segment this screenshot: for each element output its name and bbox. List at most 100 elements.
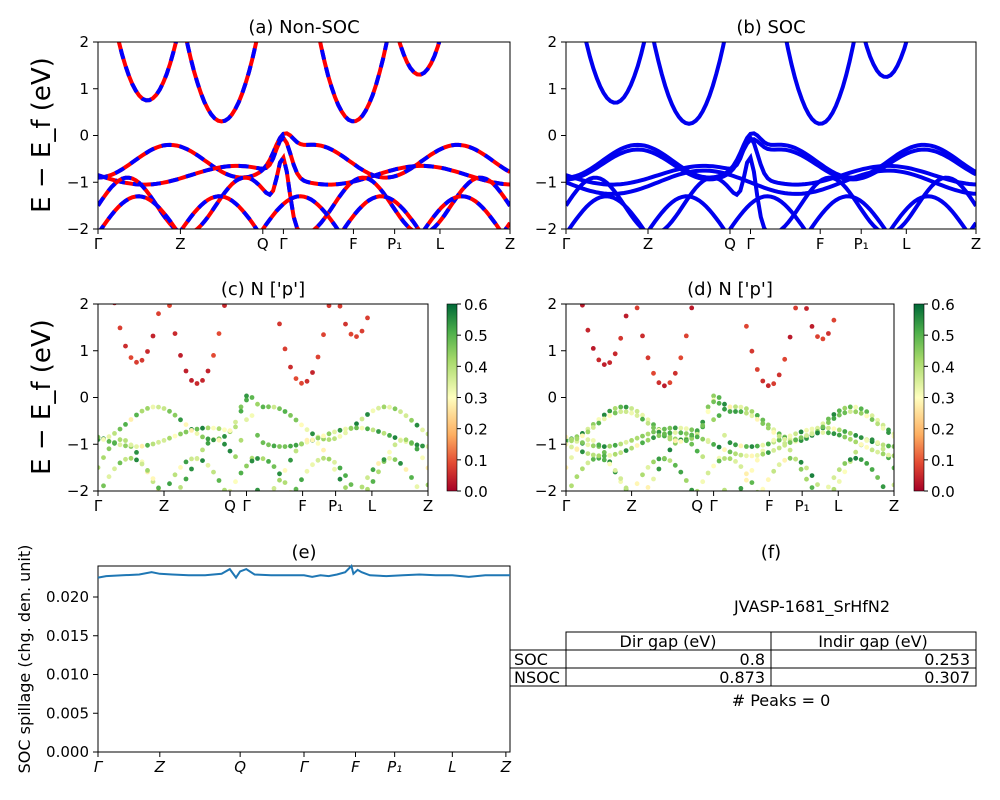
projection-dot: [586, 328, 591, 333]
xtick-label: L: [448, 758, 456, 776]
projection-dot: [310, 438, 315, 443]
projection-dot: [842, 410, 847, 415]
projection-dot: [613, 443, 618, 448]
projection-dot: [118, 437, 123, 442]
projection-dot: [211, 426, 216, 431]
projection-dot: [415, 447, 420, 452]
projection-dot: [316, 441, 321, 446]
projection-dot: [112, 431, 117, 436]
panel-c: (c) N ['p'] 210−1−2Γ Z Q Γ F P₁ L Z E − E_f (eV…: [27, 279, 488, 515]
projection-dot: [760, 421, 765, 426]
projection-dot: [261, 440, 266, 445]
projection-dot: [771, 469, 776, 474]
projection-dot: [140, 358, 145, 363]
projection-dot: [387, 405, 392, 410]
xtick-label: Z: [643, 235, 653, 253]
xtick-label: F: [351, 758, 360, 776]
projection-dot: [211, 470, 216, 475]
projection-dot: [744, 406, 749, 411]
projection-dot: [283, 409, 288, 414]
projection-dot: [233, 420, 238, 425]
xtick-label: Q: [234, 758, 246, 776]
projection-dot: [569, 445, 574, 450]
projection-dot: [354, 334, 359, 339]
projection-dot: [321, 332, 326, 337]
projection-dot: [206, 463, 211, 468]
peaks-count: # Peaks = 0: [732, 691, 831, 710]
projection-dot: [129, 355, 134, 360]
band-line: [566, 0, 976, 14]
projection-dot: [640, 491, 645, 496]
xtick-label: Γ: [242, 497, 251, 515]
projection-dot: [338, 466, 343, 471]
ytick-label: 1: [79, 342, 89, 360]
projection-dot: [244, 417, 249, 422]
xtick-label: Z: [626, 497, 636, 515]
projection-dot: [711, 399, 716, 404]
projection-dot: [668, 380, 673, 385]
projection-dot: [821, 492, 826, 497]
projection-dot: [360, 492, 365, 497]
xtick-label: Γ: [94, 235, 103, 253]
projection-dot: [662, 383, 667, 388]
xtick-label: Γ: [562, 235, 571, 253]
projection-dot: [305, 469, 310, 474]
projection-dot: [788, 448, 793, 453]
projection-dot: [733, 404, 738, 409]
projection-dot: [332, 430, 337, 435]
projection-dot: [760, 443, 765, 448]
projection-dot: [200, 435, 205, 440]
xtick-label: Z: [175, 235, 185, 253]
projection-dot: [821, 337, 826, 342]
projection-dot: [112, 440, 117, 445]
projection-dot: [711, 394, 716, 399]
projection-dot: [123, 422, 128, 427]
xtick-label: Z: [154, 758, 166, 776]
projection-dot: [640, 334, 645, 339]
projection-dot: [728, 405, 733, 410]
projection-dot: [420, 444, 425, 449]
projection-dot: [228, 428, 233, 433]
projection-dot: [354, 426, 359, 431]
ytick-label: −1: [535, 435, 557, 453]
projection-dot: [875, 450, 880, 455]
projection-dot: [864, 438, 869, 443]
projection-dot: [624, 314, 629, 319]
projection-dot: [722, 456, 727, 461]
projection-dot: [140, 462, 145, 467]
projection-dot: [864, 414, 869, 419]
projection-dot: [338, 304, 343, 309]
projection-dot: [140, 409, 145, 414]
projection-dot: [662, 432, 667, 437]
projection-dot: [886, 453, 891, 458]
panel-e-title: (e): [291, 542, 316, 563]
projection-dot: [832, 431, 837, 436]
projection-dot: [189, 457, 194, 462]
projection-dot: [200, 448, 205, 453]
colorbar-label: 0.3: [464, 390, 488, 408]
projection-dot: [618, 409, 623, 414]
projection-dot: [272, 464, 277, 469]
projection-dot: [365, 426, 370, 431]
projection-dot: [881, 447, 886, 452]
projection-dot: [826, 331, 831, 336]
projection-dot: [294, 376, 299, 381]
projection-dot: [771, 381, 776, 386]
projection-dot: [624, 409, 629, 414]
panel-a-ticks: 210−1−2Γ Z Q Γ F P₁ L Z: [67, 33, 515, 253]
projection-dot: [755, 458, 760, 463]
xtick-label: Γ: [300, 758, 310, 776]
projection-dot: [222, 427, 227, 432]
projection-dot: [739, 409, 744, 414]
projection-dot: [859, 457, 864, 462]
projection-dot: [853, 405, 858, 410]
projection-dot: [799, 435, 804, 440]
projection-dot: [393, 435, 398, 440]
projection-dot: [793, 306, 798, 311]
projection-dot: [640, 440, 645, 445]
colorbar-label: 0.0: [931, 483, 955, 501]
projection-dot: [266, 404, 271, 409]
projection-dot: [678, 430, 683, 435]
ytick-label: 0.010: [46, 666, 89, 684]
projection-dot: [848, 409, 853, 414]
